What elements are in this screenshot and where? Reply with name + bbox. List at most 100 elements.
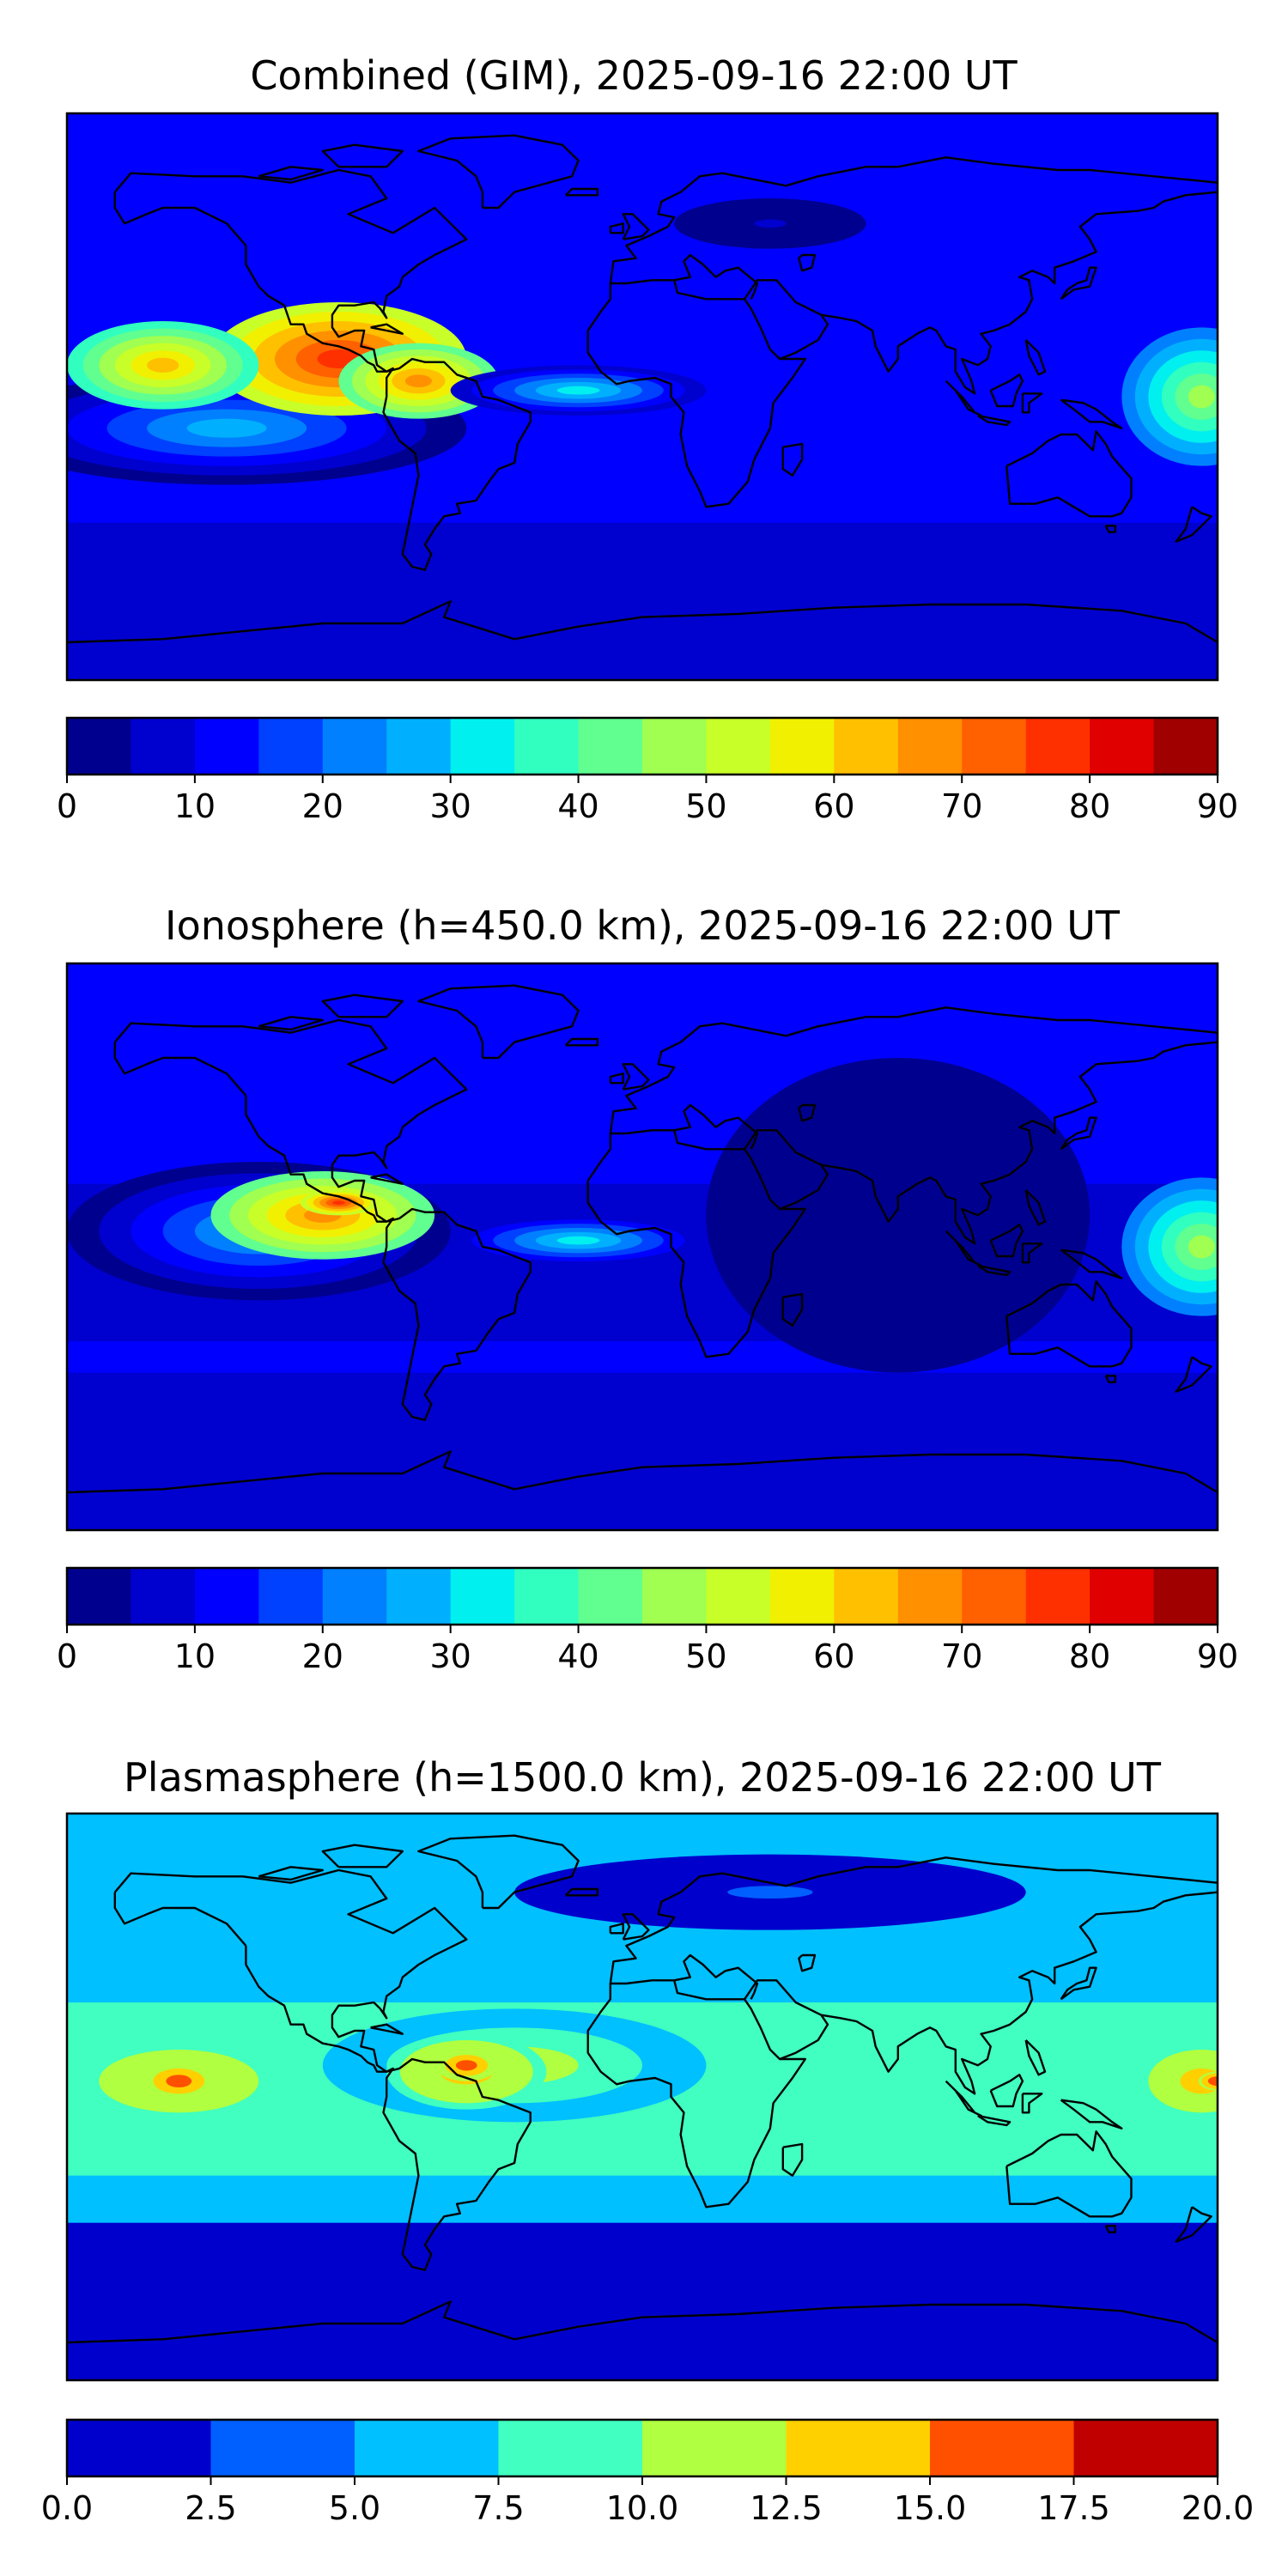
colorbar-tick-label: 30 [429, 1637, 471, 1675]
colorbar-frame [65, 716, 1219, 776]
field-contour [172, 2078, 185, 2085]
colorbar-tick-label: 17.5 [1037, 2489, 1110, 2527]
map-frame [65, 1812, 1219, 2382]
colorbar-bin [578, 1568, 643, 1625]
colorbar-tick-label: 60 [813, 787, 854, 825]
colorbar-tick-label: 50 [685, 787, 726, 825]
coastline [370, 2023, 404, 2035]
colorbar-bin [210, 2420, 355, 2476]
field-contour [147, 357, 179, 373]
colorbar-tick-label: 10 [174, 1637, 216, 1675]
field-contour [186, 418, 267, 438]
panel-plasmasphere: Plasmasphere (h=1500.0 km), 2025-09-16 2… [41, 1754, 1255, 2527]
colorbar-bin [1073, 2420, 1218, 2476]
colorbar-bin [258, 1568, 324, 1625]
coastline [1060, 398, 1123, 429]
coastline [1005, 430, 1133, 518]
coastline [113, 168, 532, 571]
coastline [1021, 392, 1043, 414]
colorbar-bin [769, 718, 835, 775]
panel-ionosphere: Ionosphere (h=450.0 km), 2025-09-16 22:0… [57, 902, 1238, 1675]
coastline [258, 1866, 324, 1881]
coastline [1104, 2225, 1117, 2233]
colorbar-tick-label: 80 [1069, 1637, 1110, 1675]
coastline [67, 600, 1218, 644]
colorbar-bin [1090, 1568, 1155, 1625]
colorbar-tick-label: 40 [557, 787, 598, 825]
coastline [417, 1834, 580, 1910]
coastline [245, 1096, 387, 1223]
coastline [113, 191, 247, 246]
coastline [622, 1063, 650, 1091]
colorbar-tick-label: 12.5 [750, 2489, 823, 2527]
coastline [321, 993, 404, 1018]
map-frame [65, 112, 1219, 682]
coastline [1060, 1966, 1097, 2001]
coastlines [67, 134, 1218, 644]
coastline [977, 414, 1012, 427]
map-ionosphere [65, 962, 1219, 1532]
coastline [798, 1103, 817, 1122]
map-frame [65, 962, 1219, 1532]
tec-field [67, 113, 1218, 680]
coastline [609, 1923, 624, 1935]
colorbar-bin [450, 718, 515, 775]
colorbar-bin [897, 718, 963, 775]
colorbar-bin [67, 2420, 211, 2476]
coastline [417, 134, 580, 210]
colorbar-bin [322, 1568, 387, 1625]
colorbar-bin [131, 1568, 196, 1625]
colorbar-tick-label: 20 [302, 787, 343, 825]
coastline [977, 2114, 1012, 2127]
colorbar-bin [834, 1568, 899, 1625]
colorbar-bin [1153, 1568, 1218, 1625]
coastline [1024, 2039, 1047, 2076]
coastline [673, 1103, 759, 1150]
coastline [586, 1979, 806, 2208]
coastline [564, 1037, 599, 1047]
colorbar-tick-label: 15.0 [894, 2489, 967, 2527]
coastline [1104, 1375, 1117, 1383]
coastline [1021, 2093, 1043, 2114]
panel-title: Combined (GIM), 2025-09-16 22:00 UT [250, 52, 1018, 99]
colorbar-bin [386, 1568, 452, 1625]
coastline [67, 2300, 1218, 2344]
colorbar-tick-label: 10.0 [606, 2489, 679, 2527]
coastline [989, 1224, 1024, 1258]
colorbar-bin [642, 2420, 787, 2476]
colorbar-tick-label: 60 [813, 1637, 854, 1675]
field-contour [866, 1188, 930, 1242]
colorbar-tick-label: 0 [57, 787, 77, 825]
colorbar-bin [498, 2420, 643, 2476]
colorbar: 0.0 2.5 5.0 7.5 10.0 12.5 15.0 17.5 20.0 [41, 2418, 1254, 2527]
colorbar-tick-label: 2.5 [185, 2489, 236, 2527]
colorbar-bin [1090, 718, 1155, 775]
colorbar-bin [450, 1568, 515, 1625]
coastline [1024, 339, 1047, 376]
coastline [821, 1041, 1218, 1245]
colorbar-bin [67, 718, 131, 775]
coastline [321, 143, 404, 168]
coastline [609, 156, 1218, 284]
colorbar-tick-label: 50 [685, 1637, 726, 1675]
coastlines [67, 984, 1218, 1494]
coastline [258, 166, 324, 181]
coastline [1005, 1280, 1133, 1368]
coastline [798, 253, 817, 272]
coastline [258, 1016, 324, 1031]
colorbar-tick-label: 0 [57, 1637, 77, 1675]
colorbar-bin [386, 718, 452, 775]
coastline [781, 1292, 804, 1327]
coastline [370, 1173, 404, 1185]
colorbar-bin [1025, 1568, 1091, 1625]
colorbar-bin [962, 718, 1027, 775]
field-contour [727, 1886, 813, 1899]
coastline [1175, 506, 1212, 543]
tec-field [67, 1814, 1218, 2380]
coastline [609, 1006, 1218, 1134]
colorbar: 0 10 20 30 40 50 60 70 80 90 [57, 1566, 1238, 1675]
colorbar-tick-label: 7.5 [472, 2489, 524, 2527]
colorbar-bin [962, 1568, 1027, 1625]
coastline [1104, 525, 1117, 533]
